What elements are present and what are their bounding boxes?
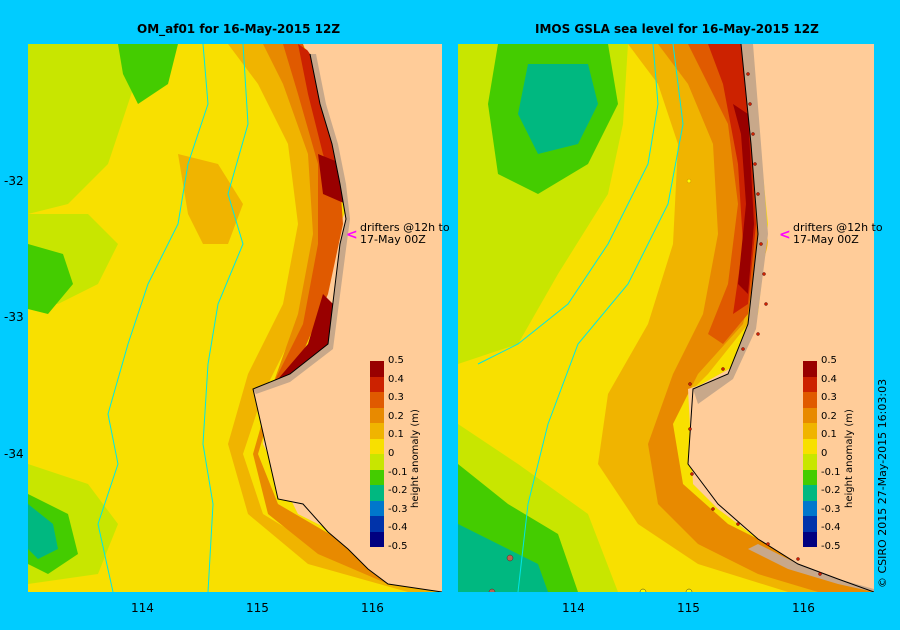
colorbar-swatch [370, 423, 384, 439]
x-tick-right-116: 116 [792, 601, 815, 615]
drifter-note-left: drifters @12h to 17-May 00Z [360, 222, 450, 246]
x-tick-left-114: 114 [131, 601, 154, 615]
colorbar-tick-label: -0.1 [821, 466, 841, 478]
colorbar-swatch [803, 485, 817, 501]
colorbar-swatch [803, 361, 817, 377]
left-map-panel[interactable] [28, 44, 442, 592]
colorbar-tick-label: -0.5 [821, 541, 841, 552]
colorbar-tick-label: -0.2 [821, 485, 841, 497]
colorbar-swatch [370, 469, 384, 485]
colorbar-left [370, 361, 384, 547]
colorbar-tick-label: 0.3 [388, 392, 404, 404]
right-panel-title: IMOS GSLA sea level for 16-May-2015 12Z [535, 22, 819, 36]
colorbar-tick-label: 0.2 [821, 410, 837, 422]
colorbar-swatch [803, 423, 817, 439]
colorbar-left-title: height anomaly (m) [410, 409, 421, 508]
colorbar-tick-label: 0.4 [388, 373, 404, 385]
colorbar-tick-label: -0.1 [388, 466, 408, 478]
drifter-note-line2: 17-May 00Z [360, 233, 426, 246]
colorbar-swatch [370, 454, 384, 470]
drifter-arrow-right: < [779, 227, 791, 243]
colorbar-swatch [803, 376, 817, 392]
left-panel-title: OM_af01 for 16-May-2015 12Z [137, 22, 341, 36]
x-tick-right-114: 114 [562, 601, 585, 615]
colorbar-tick-label: 0.5 [388, 355, 404, 366]
colorbar-swatch [370, 531, 384, 547]
colorbar-swatch [370, 361, 384, 377]
colorbar-tick-label: 0 [388, 448, 395, 459]
x-tick-right-115: 115 [677, 601, 700, 615]
x-tick-left-115: 115 [246, 601, 269, 615]
colorbar-swatch [370, 376, 384, 392]
colorbar-tick-label: -0.2 [388, 485, 408, 497]
colorbar-swatch [803, 531, 817, 547]
y-tick-34: -34 [4, 447, 24, 461]
drifter-note-line1: drifters @12h to [793, 221, 883, 234]
drifter-note-line1: drifters @12h to [360, 221, 450, 234]
colorbar-tick-label: -0.3 [821, 503, 841, 515]
colorbar-swatch [370, 392, 384, 408]
colorbar-tick-label: 0.2 [388, 410, 404, 422]
left-map-contours [28, 44, 442, 592]
credit-text: © CSIRO 2015 27-May-2015 16:03:03 [876, 378, 889, 588]
colorbar-tick-label: 0.4 [821, 373, 837, 385]
colorbar-swatch [803, 407, 817, 423]
colorbar-swatch [803, 438, 817, 454]
colorbar-tick-label: 0.1 [821, 429, 837, 441]
colorbar-tick-label: -0.3 [388, 503, 408, 515]
colorbar-tick-label: 0.1 [388, 429, 404, 441]
colorbar-tick-label: -0.4 [821, 522, 841, 534]
drifter-note-line2: 17-May 00Z [793, 233, 859, 246]
y-tick-32: -32 [4, 174, 24, 188]
colorbar-tick-label: 0.5 [821, 355, 837, 366]
colorbar-swatch [370, 438, 384, 454]
drifter-note-right: drifters @12h to 17-May 00Z [793, 222, 883, 246]
colorbar-tick-label: -0.5 [388, 541, 408, 552]
x-tick-left-116: 116 [361, 601, 384, 615]
colorbar-swatch [370, 407, 384, 423]
colorbar-tick-label: 0.3 [821, 392, 837, 404]
colorbar-swatch [803, 392, 817, 408]
colorbar-tick-label: -0.4 [388, 522, 408, 534]
colorbar-swatch [803, 454, 817, 470]
colorbar-right [803, 361, 817, 547]
colorbar-swatch [370, 485, 384, 501]
colorbar-right-title: height anomaly (m) [844, 409, 855, 508]
drifter-arrow-left: < [346, 227, 358, 243]
colorbar-swatch [803, 516, 817, 532]
colorbar-tick-label: 0 [821, 448, 828, 459]
colorbar-swatch [370, 500, 384, 516]
colorbar-swatch [370, 516, 384, 532]
colorbar-swatch [803, 469, 817, 485]
y-tick-33: -33 [4, 310, 24, 324]
colorbar-swatch [803, 500, 817, 516]
